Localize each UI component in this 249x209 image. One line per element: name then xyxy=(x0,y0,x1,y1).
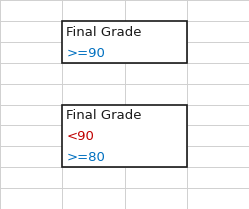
Text: >=80: >=80 xyxy=(66,151,105,164)
Text: <90: <90 xyxy=(66,130,94,143)
Text: Final Grade: Final Grade xyxy=(66,26,142,39)
Bar xyxy=(62,21,187,63)
Text: >=90: >=90 xyxy=(66,47,105,60)
Bar xyxy=(62,104,187,167)
Text: Final Grade: Final Grade xyxy=(66,110,142,122)
